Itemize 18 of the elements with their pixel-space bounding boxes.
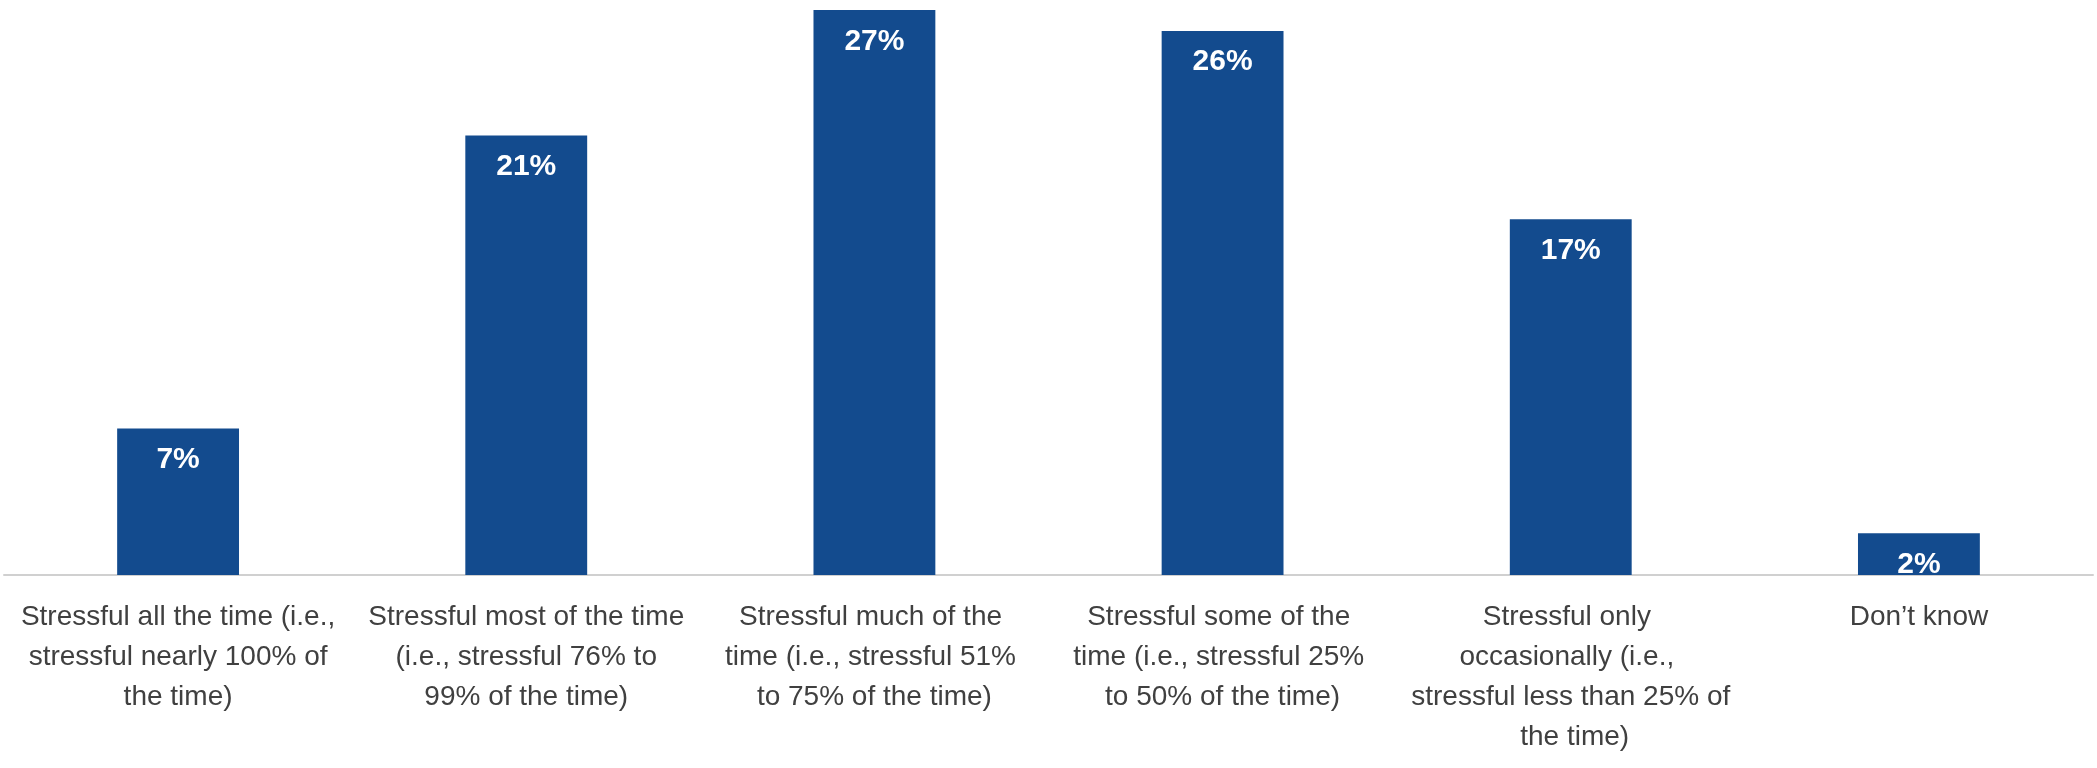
data-label: 27% bbox=[844, 22, 905, 56]
x-tick-label: Stressful only occasionally (i.e., stressful less than 25% of the time) bbox=[1411, 599, 1731, 751]
bar bbox=[1509, 219, 1632, 575]
x-tick-label: Stressful most of the time (i.e., stressful 76% to 99% of the time) bbox=[368, 599, 685, 711]
data-label: 7% bbox=[156, 441, 200, 475]
bar bbox=[1857, 533, 1980, 575]
data-label: 17% bbox=[1540, 231, 1601, 265]
bar bbox=[813, 10, 936, 575]
x-tick-label: Stressful some of the time (i.e., stressful 25% to 50% of the time) bbox=[1073, 599, 1372, 711]
x-tick-label: Stressful much of the time (i.e., stressful 51% to 75% of the time) bbox=[725, 599, 1024, 711]
bar bbox=[465, 135, 588, 575]
x-tick-label: Don’t know bbox=[1849, 599, 1989, 631]
data-label: 26% bbox=[1192, 43, 1253, 77]
data-label: 21% bbox=[496, 148, 557, 182]
bar bbox=[117, 428, 240, 575]
data-label: 2% bbox=[1897, 545, 1941, 579]
bar bbox=[1161, 30, 1284, 575]
x-tick-label: Stressful all the time (i.e., stressful nearly 100% of the time) bbox=[20, 599, 336, 711]
